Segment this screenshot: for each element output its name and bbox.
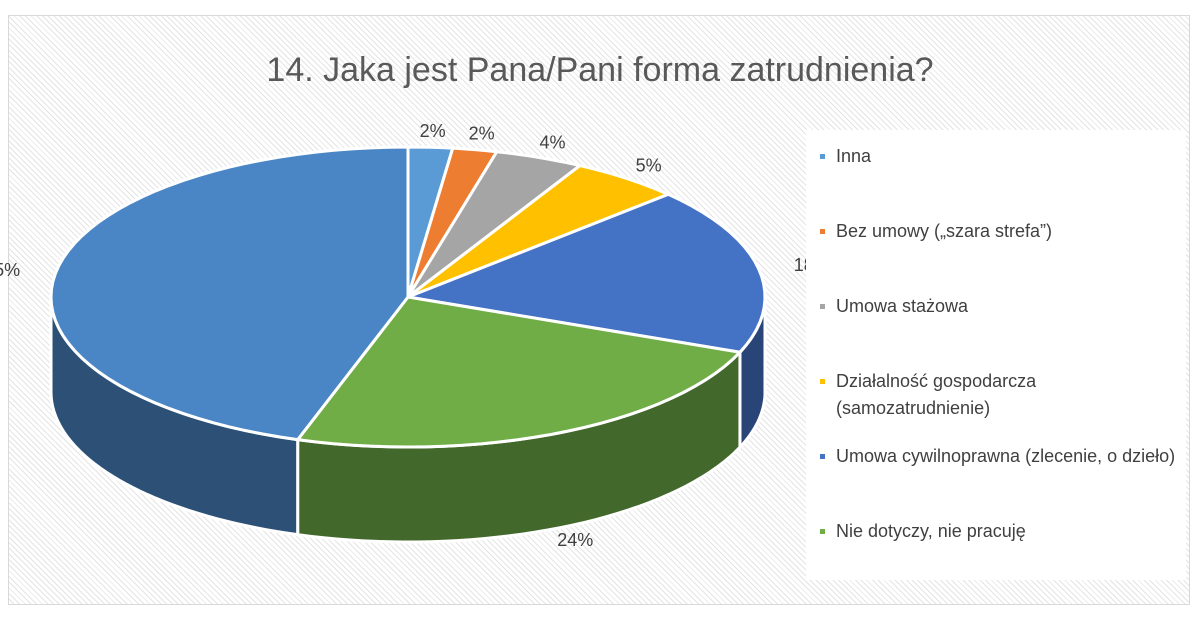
data-label: 2% xyxy=(420,121,446,141)
legend: Inna Bez umowy („szara strefa”) Umowa staż… xyxy=(806,130,1186,580)
data-label: 2% xyxy=(469,124,495,144)
chart-title: 14. Jaka jest Pana/Pani forma zatrudnien… xyxy=(266,51,933,89)
legend-label: Umowa stażowa xyxy=(836,296,969,316)
legend-item: Umowa stażowa xyxy=(818,293,1186,320)
legend-item: Działalność gospodarcza (samozatrudnieni… xyxy=(818,368,1186,422)
slice xyxy=(294,295,744,449)
data-label: 24% xyxy=(557,530,593,550)
legend-item: Inna xyxy=(818,143,1186,170)
legend-swatch xyxy=(820,454,825,459)
slice xyxy=(402,192,767,354)
slice xyxy=(407,163,673,299)
data-label: 45% xyxy=(0,260,20,280)
legend-label: Inna xyxy=(836,146,872,166)
legend-swatch xyxy=(820,379,825,384)
legend-swatch xyxy=(820,229,825,234)
legend-item: Umowa cywilnoprawna (zlecenie, o dzieło) xyxy=(818,443,1186,470)
legend-label: Bez umowy („szara strefa”) xyxy=(836,221,1053,241)
legend-swatch xyxy=(820,154,825,159)
data-label: 5% xyxy=(636,155,662,175)
legend-label: Nie dotyczy, nie pracuję xyxy=(836,521,1026,541)
legend-swatch xyxy=(820,304,825,309)
legend-label: Działalność gospodarcza (samozatrudnieni… xyxy=(836,371,1037,418)
slice xyxy=(49,145,410,442)
data-label: 4% xyxy=(540,132,566,152)
legend-item: Nie dotyczy, nie pracuję xyxy=(818,518,1186,545)
legend-label: Umowa cywilnoprawna (zlecenie, o dzieło) xyxy=(836,446,1176,466)
legend-swatch xyxy=(820,529,825,534)
slice xyxy=(406,150,584,299)
legend-item: Bez umowy („szara strefa”) xyxy=(818,218,1186,245)
